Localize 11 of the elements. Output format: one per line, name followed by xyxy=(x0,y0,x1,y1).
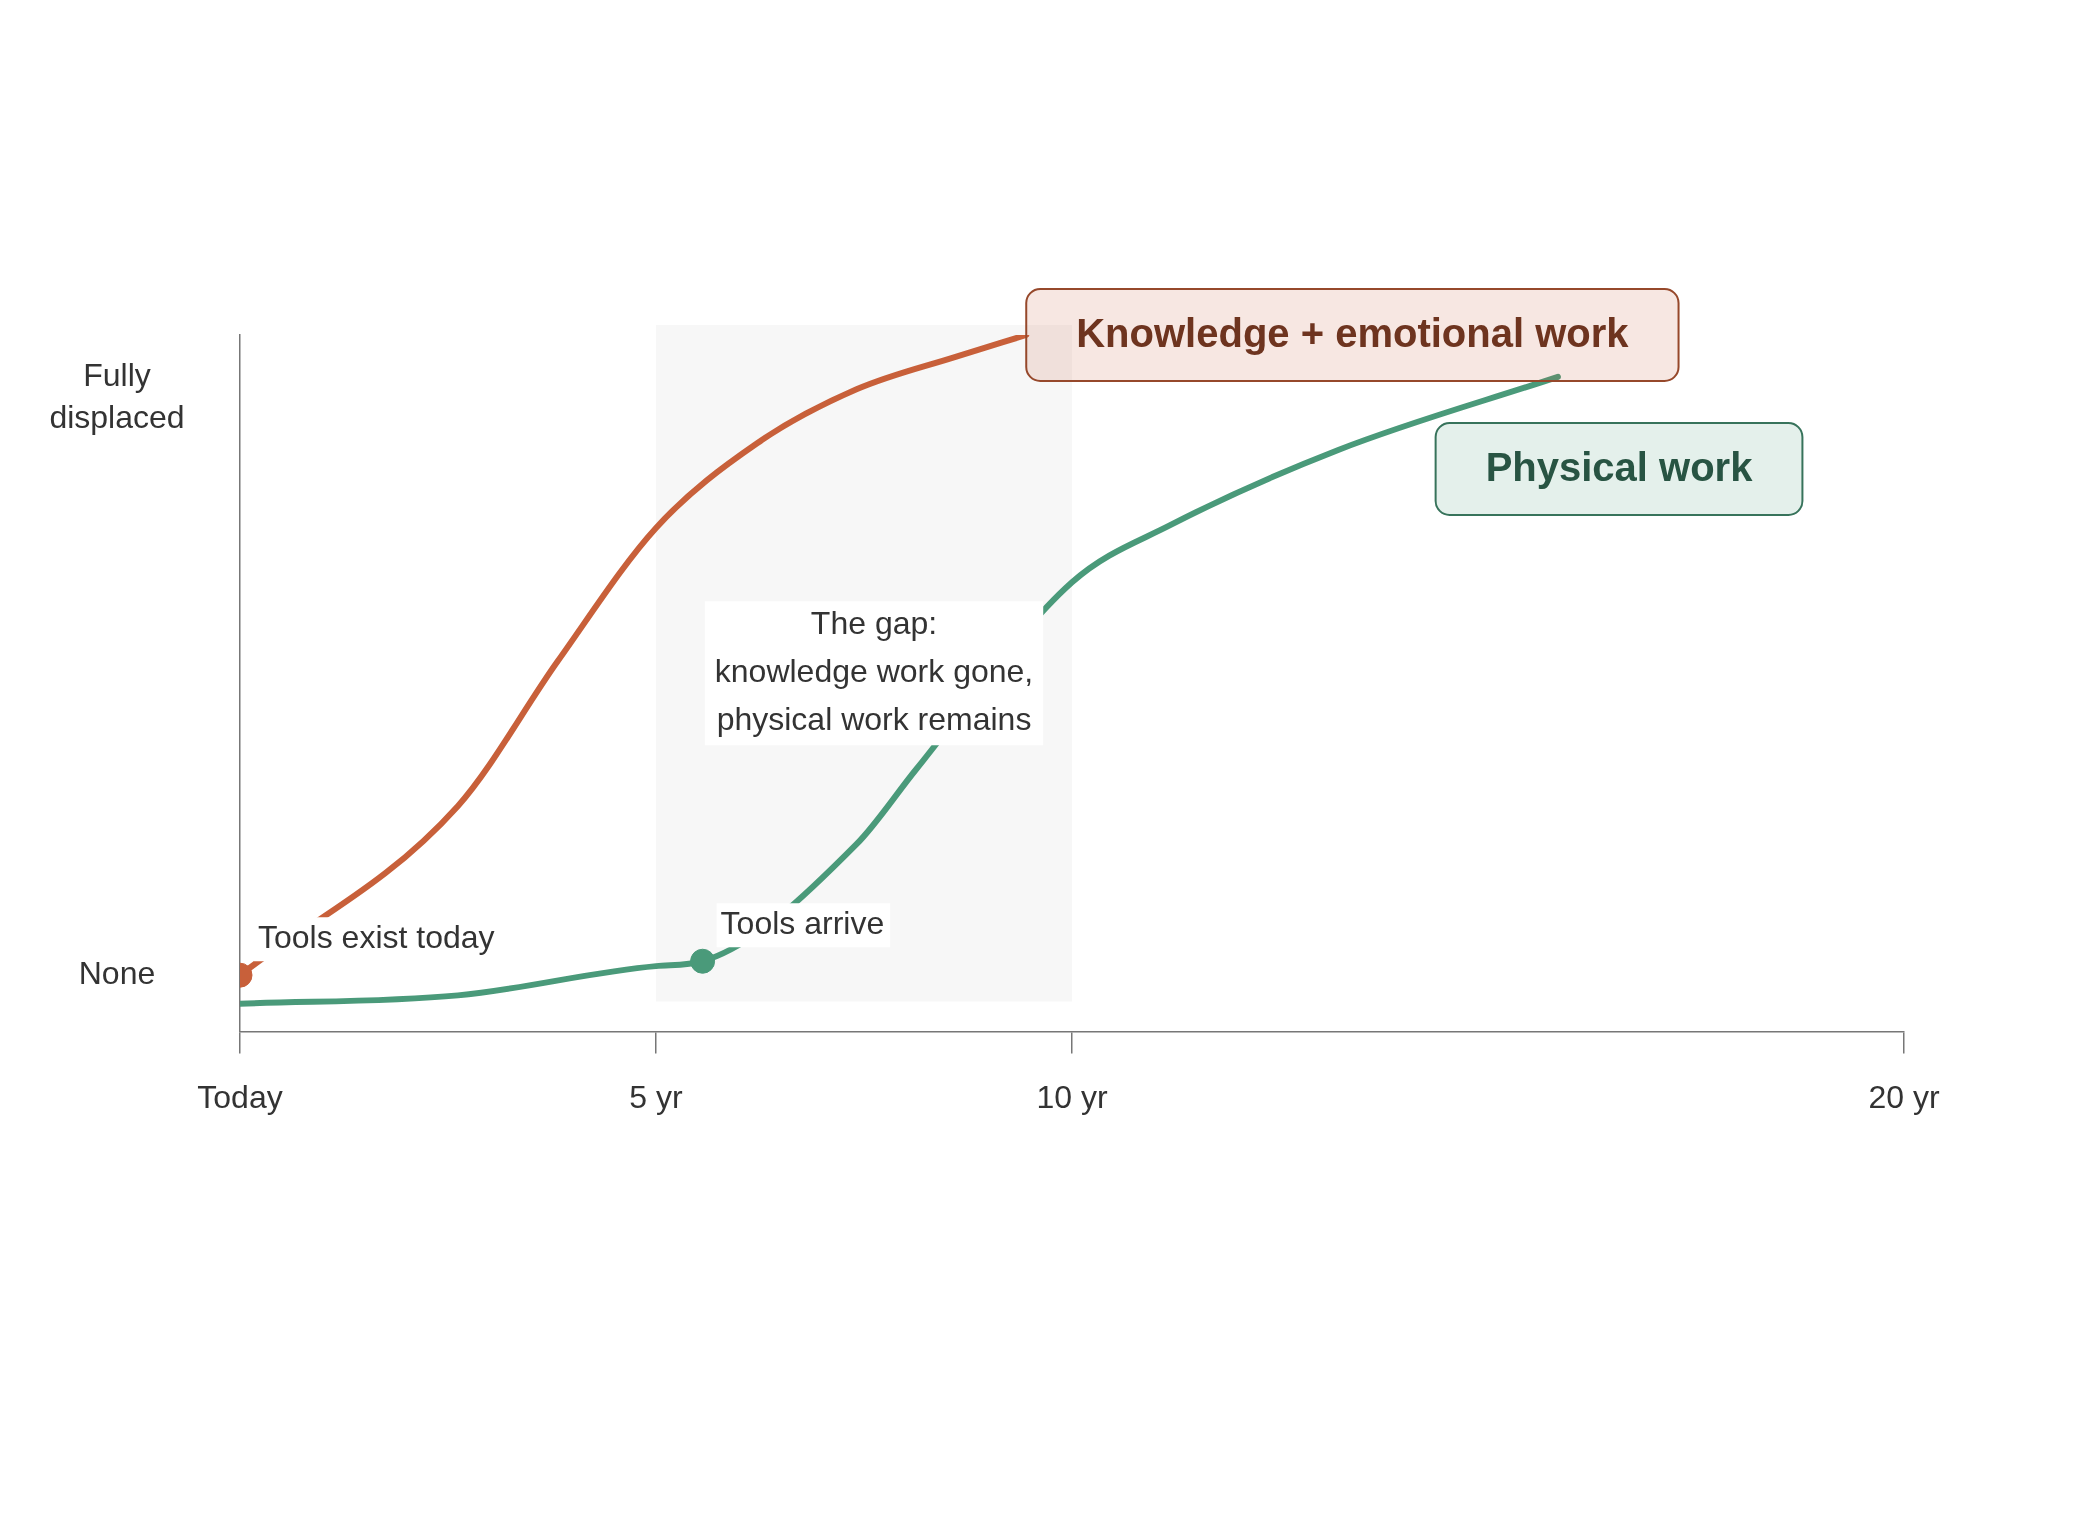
x-tick-label: Today xyxy=(197,1078,283,1115)
annotation: Tools exist today xyxy=(258,919,495,955)
series-label: Knowledge + emotional work xyxy=(1076,311,1630,356)
text: None xyxy=(78,955,156,991)
annotation: Tools arrive xyxy=(720,905,885,942)
x-tick-label: 5 yr xyxy=(629,1078,684,1115)
series-label: Physical work xyxy=(1485,445,1754,490)
band-label: The gap: knowledge work gone, physical work remains xyxy=(714,605,1034,738)
x-tick-label: 10 yr xyxy=(1036,1078,1108,1115)
x-tick-label: 20 yr xyxy=(1868,1078,1940,1115)
text: Fully displaced xyxy=(49,356,185,435)
